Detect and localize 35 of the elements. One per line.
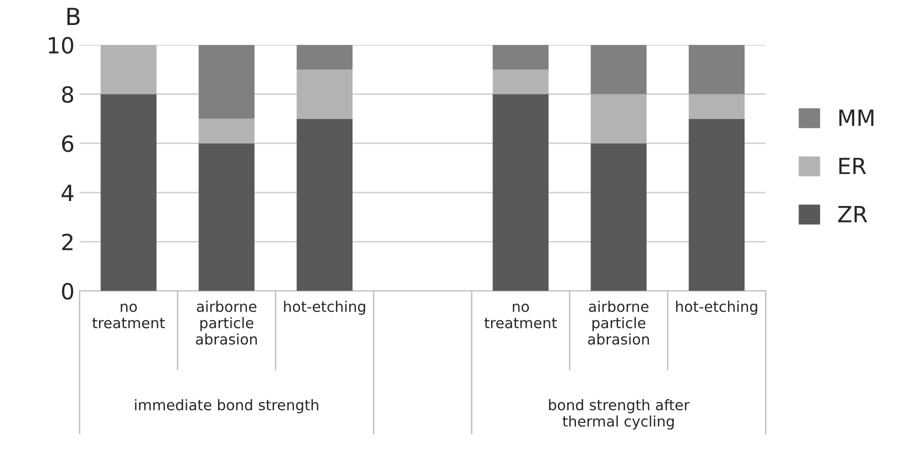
y-tick-label: 2 [62, 234, 72, 250]
text: bond strength after thermal cycling [549, 399, 690, 430]
legend-label: ZR [838, 206, 868, 222]
x-tick-label: airborne particle abrasion [196, 300, 257, 345]
bar [198, 44, 255, 119]
bar [688, 94, 745, 119]
x-tick-label: hot-etching [284, 300, 366, 315]
y-tick-label: 0 [62, 282, 74, 300]
legend-label: MM [839, 110, 874, 126]
bar [296, 44, 353, 70]
x-tick-label: no treatment [92, 304, 165, 328]
y-tick-label: 6 [62, 135, 74, 152]
bar [590, 94, 647, 144]
bar [492, 70, 549, 94]
chart-title: B [67, 8, 80, 26]
bar [688, 118, 745, 291]
y-tick-label: 8 [62, 86, 74, 103]
bar [100, 94, 156, 291]
text: immediate bond strength [135, 399, 318, 414]
bar [492, 44, 549, 70]
y-tick-label: 4 [62, 184, 74, 201]
bar [198, 143, 255, 291]
bar [296, 118, 353, 291]
x-tick-label: airborne particle abrasion [588, 300, 649, 345]
bar [492, 94, 549, 291]
bar [590, 44, 647, 94]
y-tick-label: 10 [48, 36, 74, 54]
bar [590, 143, 647, 291]
bar [688, 44, 745, 94]
bar [198, 118, 255, 144]
legend-label: ER [839, 158, 866, 174]
bar [296, 70, 353, 119]
x-tick-label: no treatment [484, 304, 557, 328]
bar [100, 44, 156, 94]
x-tick-label: hot-etching [676, 300, 758, 315]
